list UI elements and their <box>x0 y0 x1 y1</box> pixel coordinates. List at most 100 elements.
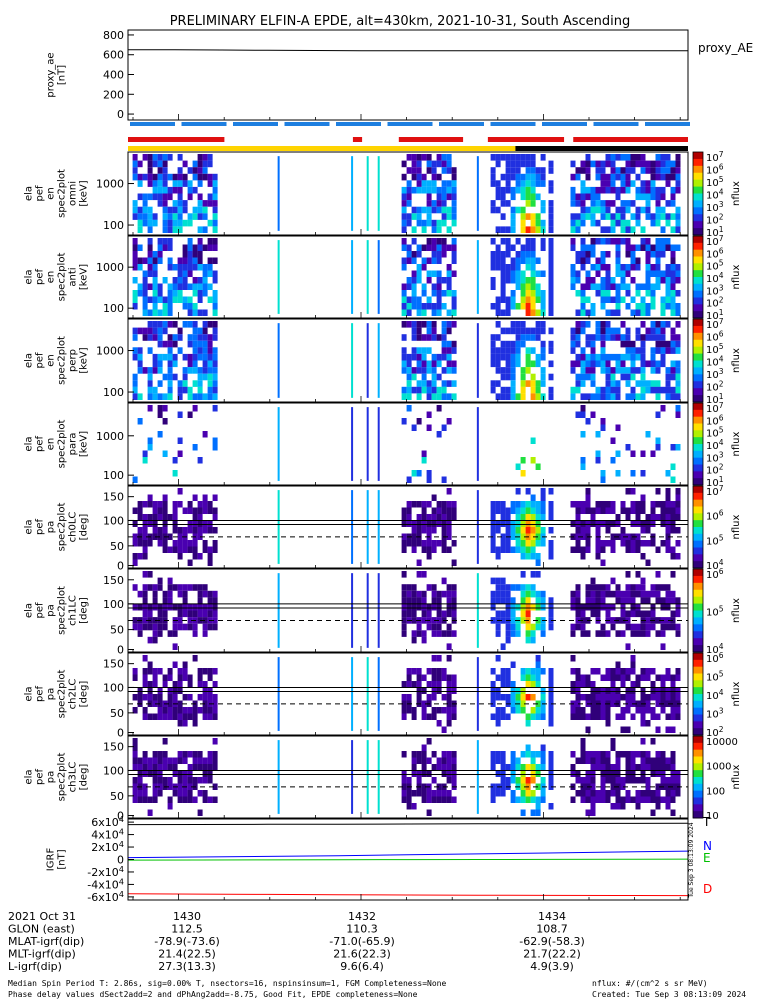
heatmap-cell <box>570 501 576 508</box>
heatmap-cell <box>187 167 193 174</box>
heatmap-cell <box>132 744 138 751</box>
heatmap-cell <box>580 290 586 297</box>
colorbar-segment <box>693 426 703 431</box>
heatmap-cell <box>157 411 163 418</box>
heatmap-cell <box>441 334 447 341</box>
colorbar-segment <box>693 787 703 792</box>
heatmap-cell <box>401 213 407 220</box>
heatmap-cell <box>585 501 591 508</box>
heatmap-cell <box>585 283 591 290</box>
heatmap-cell <box>548 327 554 335</box>
heatmap-cell <box>401 590 407 598</box>
heatmap-cell <box>505 160 511 168</box>
heatmap-cell <box>630 277 636 284</box>
colorbar-tick-label: 103 <box>706 200 724 214</box>
heatmap-cell <box>137 257 143 264</box>
heatmap-cell <box>421 501 427 508</box>
heatmap-cell <box>570 751 576 758</box>
heatmap-cell <box>177 790 183 797</box>
y-axis-label-word: pa <box>46 604 57 616</box>
heatmap-cell <box>162 277 168 284</box>
heatmap-cell <box>675 623 681 631</box>
heatmap-cell <box>411 238 417 245</box>
heatmap-cell <box>490 303 496 310</box>
colorbar-segment <box>693 540 703 545</box>
heatmap-cell <box>351 740 354 814</box>
y-axis-label-word: [deg] <box>79 764 90 791</box>
heatmap-cell <box>630 154 636 161</box>
heatmap-cell <box>451 244 457 251</box>
heatmap-cell <box>157 617 163 624</box>
heatmap-cell <box>197 154 203 161</box>
heatmap-cell <box>505 597 511 604</box>
heatmap-cell <box>500 520 506 527</box>
heatmap-cell <box>441 757 447 764</box>
heatmap-cell <box>446 757 452 764</box>
heatmap-cell <box>441 707 447 714</box>
heatmap-cell <box>187 386 193 394</box>
heatmap-cell <box>451 347 457 354</box>
heatmap-cell <box>202 213 208 220</box>
heatmap-cell <box>212 405 218 412</box>
heatmap-cell <box>580 360 586 368</box>
heatmap-cell <box>152 193 158 201</box>
heatmap-cell <box>548 296 554 303</box>
heatmap-cell <box>401 193 407 201</box>
heatmap-cell <box>162 160 168 168</box>
heatmap-cell <box>665 694 671 701</box>
heatmap-cell <box>600 540 606 547</box>
colorbar-label: nflux <box>731 264 742 289</box>
heatmap-cell <box>137 418 143 425</box>
status-bars <box>128 122 690 151</box>
heatmap-cell <box>650 790 656 797</box>
heatmap-cell <box>510 277 516 284</box>
heatmap-cell <box>167 687 173 694</box>
heatmap-cell <box>605 206 611 214</box>
heatmap-cell <box>147 687 153 694</box>
heatmap-cell <box>207 373 213 381</box>
heatmap-cell <box>670 681 676 688</box>
heatmap-cell <box>575 603 581 611</box>
heatmap-cell <box>207 393 213 400</box>
heatmap-cell <box>615 694 621 701</box>
heatmap-cell <box>615 757 621 764</box>
heatmap-cell <box>600 476 606 483</box>
heatmap-cell <box>535 540 541 547</box>
heatmap-cell <box>431 796 437 803</box>
heatmap-cell <box>580 630 586 637</box>
colorbar-segment <box>693 523 703 528</box>
heatmap-cell <box>441 540 447 547</box>
colorbar-segment <box>693 797 703 802</box>
heatmap-cell <box>615 244 621 251</box>
heatmap-cell <box>177 437 183 444</box>
heatmap-cell <box>137 553 143 560</box>
heatmap-cell <box>142 540 148 547</box>
heatmap-cell <box>441 726 447 733</box>
heatmap-cell <box>411 154 417 161</box>
heatmap-cell <box>605 327 611 335</box>
heatmap-cell <box>177 617 183 624</box>
heatmap-cell <box>615 668 621 675</box>
heatmap-cell <box>645 309 651 316</box>
heatmap-cell <box>610 283 616 290</box>
heatmap-cell <box>530 527 536 534</box>
heatmap-cell <box>640 757 646 764</box>
heatmap-cell <box>650 540 656 547</box>
heatmap-cell <box>670 507 676 514</box>
heatmap-cell <box>137 501 143 508</box>
heatmap-cell <box>421 367 427 374</box>
heatmap-cell <box>147 296 153 303</box>
heatmap-cell <box>525 636 531 644</box>
colorbar-segment <box>693 210 703 215</box>
heatmap-cell <box>670 571 676 578</box>
colorbar-segment <box>693 607 703 611</box>
heatmap-cell <box>142 213 148 220</box>
heatmap-cell <box>446 777 452 784</box>
heatmap-cell <box>548 803 554 810</box>
heatmap-cell <box>500 757 506 764</box>
heatmap-cell <box>505 360 511 368</box>
heatmap-cell <box>585 353 591 361</box>
heatmap-cell <box>590 213 596 220</box>
heatmap-cell <box>167 546 173 553</box>
heatmap-cell <box>177 796 183 803</box>
